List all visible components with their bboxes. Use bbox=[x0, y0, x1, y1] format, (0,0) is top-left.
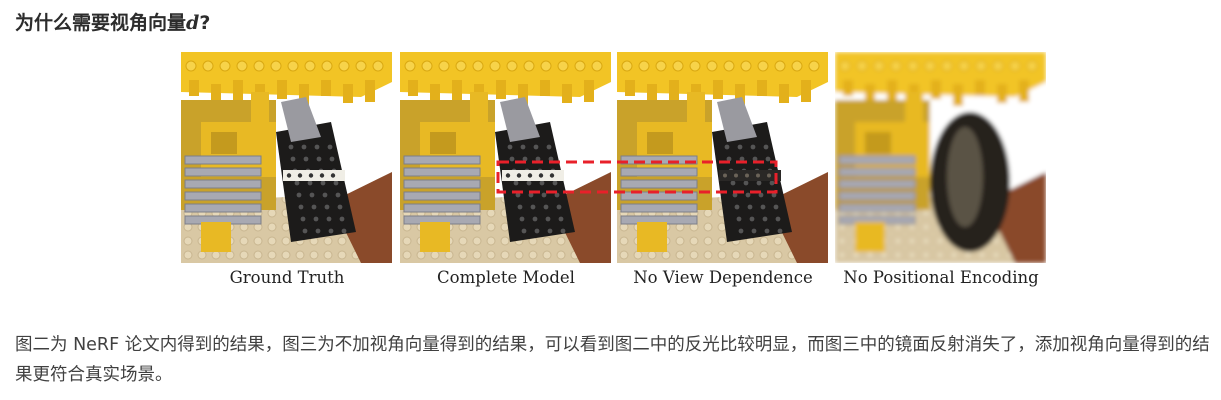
panel-complete-model bbox=[400, 52, 611, 263]
heading-variable: d bbox=[186, 12, 200, 34]
panel-ground-truth bbox=[181, 52, 392, 263]
section-heading: 为什么需要视角向量d? bbox=[15, 8, 210, 35]
panel-no-view-dependence bbox=[617, 52, 828, 263]
body-paragraph: 图二为 NeRF 论文内得到的结果，图三为不加视角向量得到的结果，可以看到图二中… bbox=[15, 335, 1210, 385]
caption-ground-truth: Ground Truth bbox=[229, 268, 345, 287]
nerf-comparison-figure: Ground Truth Complete Model No View Depe… bbox=[181, 52, 1051, 292]
caption-no-view-dependence: No View Dependence bbox=[633, 268, 813, 287]
heading-suffix: ? bbox=[199, 12, 211, 34]
caption-complete-model: Complete Model bbox=[437, 268, 575, 287]
caption-no-positional-encoding: No Positional Encoding bbox=[843, 268, 1039, 287]
panel-no-positional-encoding bbox=[835, 52, 1046, 263]
heading-text: 为什么需要视角向量 bbox=[15, 12, 187, 34]
